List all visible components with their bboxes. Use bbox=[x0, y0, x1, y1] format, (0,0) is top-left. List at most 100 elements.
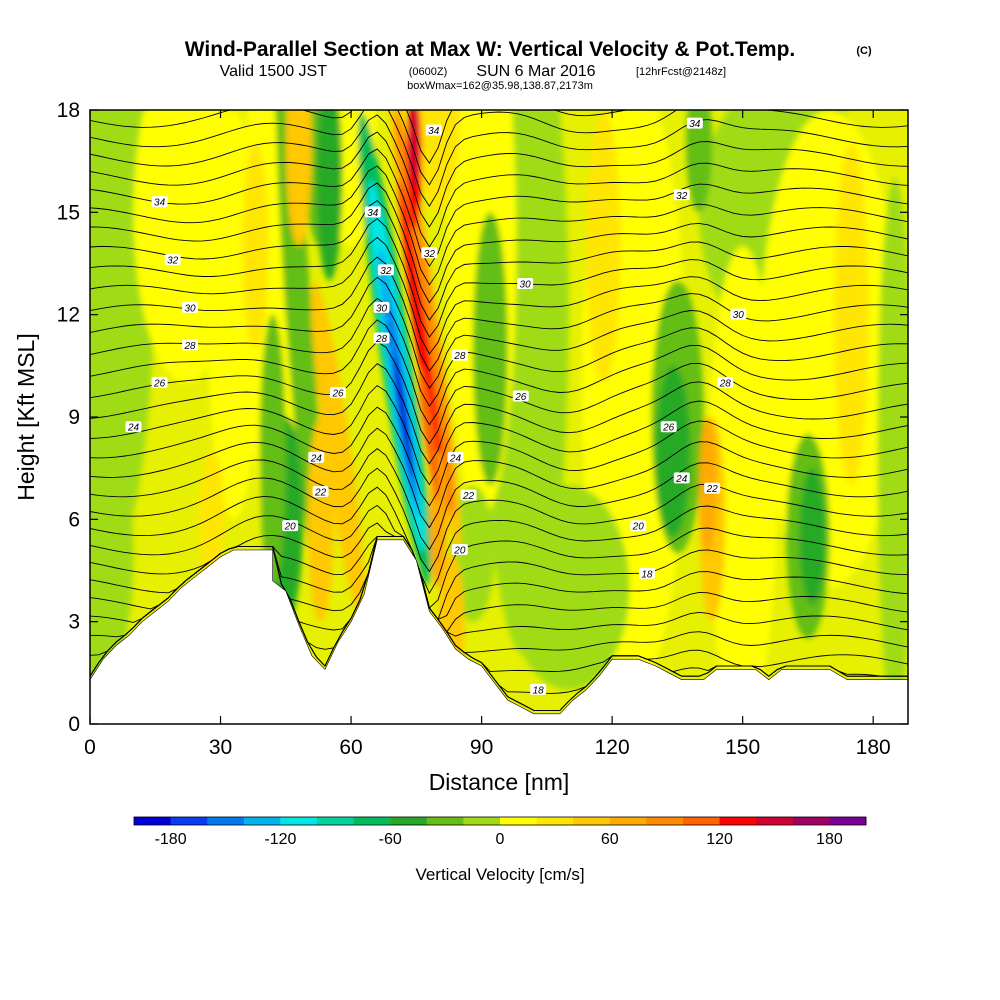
contour-label: 30 bbox=[730, 308, 747, 321]
isentrope-line bbox=[90, 114, 908, 228]
colorbar: -180 -120 -60 0 60 120 180 bbox=[133, 816, 867, 848]
y-tick-label: 0 bbox=[68, 713, 80, 736]
contour-label-text: 30 bbox=[733, 310, 745, 321]
colorbar-tick-label: 60 bbox=[601, 831, 619, 848]
x-tick-label: 150 bbox=[725, 736, 760, 759]
contour-label-text: 34 bbox=[428, 126, 440, 137]
colorbar-swatch bbox=[280, 817, 318, 825]
contour-label: 24 bbox=[125, 421, 142, 434]
contour-label: 26 bbox=[512, 390, 529, 403]
isentrope-line bbox=[90, 218, 908, 338]
isentrope-line bbox=[90, 467, 908, 573]
contour-label-text: 18 bbox=[641, 569, 653, 580]
isentrope-line bbox=[90, 341, 908, 445]
contour-label-text: 22 bbox=[314, 488, 327, 499]
contour-label: 30 bbox=[517, 277, 534, 290]
colorbar-swatch bbox=[683, 817, 721, 825]
contour-label: 26 bbox=[151, 376, 168, 389]
velocity-cell bbox=[507, 485, 630, 690]
colorbar-tick-label: 120 bbox=[706, 831, 733, 848]
chart-title: Wind-Parallel Section at Max W: Vertical… bbox=[185, 38, 796, 61]
velocity-cell bbox=[394, 356, 413, 478]
colorbar-swatch bbox=[463, 817, 501, 825]
isentrope-line bbox=[90, 363, 908, 465]
colorbar-tick-label: 0 bbox=[496, 831, 505, 848]
colorbar-frame bbox=[133, 816, 867, 826]
isentrope-line bbox=[90, 522, 908, 621]
valid-date: SUN 6 Mar 2016 bbox=[476, 63, 595, 80]
contour-label: 32 bbox=[377, 264, 394, 277]
isentrope-line bbox=[90, 165, 908, 286]
contour-label: 22 bbox=[460, 489, 477, 502]
valid-time-utc: (0600Z) bbox=[409, 66, 448, 78]
contour-label: 28 bbox=[451, 349, 468, 362]
colorbar-swatch bbox=[536, 817, 574, 825]
velocity-cell bbox=[316, 110, 343, 281]
velocity-cell bbox=[416, 110, 460, 213]
x-axis-label: Distance [nm] bbox=[429, 769, 570, 795]
velocity-cell bbox=[707, 246, 778, 724]
colorbar-swatch bbox=[243, 817, 281, 825]
vertical-velocity-field bbox=[90, 110, 908, 724]
contour-label: 20 bbox=[630, 520, 647, 533]
contour-label: 34 bbox=[425, 124, 442, 137]
colorbar-tick-label: -60 bbox=[379, 831, 402, 848]
contour-label-text: 28 bbox=[719, 378, 732, 389]
contour-label-text: 24 bbox=[127, 423, 140, 434]
box-info: boxWmax=162@35.98,138.87,2173m bbox=[407, 80, 593, 92]
colorbar-swatch bbox=[646, 817, 684, 825]
contour-label: 18 bbox=[530, 683, 547, 696]
velocity-cell bbox=[586, 110, 621, 383]
velocity-cell bbox=[90, 417, 134, 690]
isentrope-line bbox=[90, 182, 908, 304]
contour-label: 24 bbox=[447, 451, 464, 464]
colorbar-swatch bbox=[756, 817, 794, 825]
contour-label-text: 34 bbox=[689, 119, 701, 130]
contour-label-text: 18 bbox=[533, 685, 545, 696]
x-axis: 0 30 60 90 120 150 180 bbox=[84, 110, 891, 759]
y-tick-label: 6 bbox=[68, 508, 80, 531]
colorbar-swatch bbox=[170, 817, 208, 825]
contour-label: 18 bbox=[638, 567, 655, 580]
contour-label: 32 bbox=[164, 254, 181, 267]
velocity-cell bbox=[285, 110, 312, 247]
contour-label: 30 bbox=[182, 301, 199, 314]
contour-label: 20 bbox=[282, 520, 299, 533]
contour-label-text: 20 bbox=[284, 522, 297, 533]
contour-label-text: 24 bbox=[675, 474, 688, 485]
contour-label: 26 bbox=[660, 421, 677, 434]
forecast-info: [12hrFcst@2148z] bbox=[636, 66, 726, 78]
potential-temperature-contours bbox=[90, 110, 908, 711]
y-axis-label: Height [Kft MSL] bbox=[13, 333, 39, 500]
contour-label: 28 bbox=[182, 339, 199, 352]
colorbar-swatch bbox=[500, 817, 538, 825]
contour-label: 34 bbox=[364, 206, 381, 219]
contour-label: 24 bbox=[308, 451, 325, 464]
y-tick-label: 9 bbox=[68, 406, 80, 429]
x-tick-label: 180 bbox=[856, 736, 891, 759]
isentrope-line bbox=[90, 276, 908, 390]
contour-label-text: 22 bbox=[462, 491, 475, 502]
contour-label: 30 bbox=[373, 301, 390, 314]
x-tick-label: 60 bbox=[339, 736, 362, 759]
colorbar-tick-label: 180 bbox=[816, 831, 843, 848]
contour-label-text: 28 bbox=[184, 341, 197, 352]
contour-label-text: 34 bbox=[154, 198, 166, 209]
colorbar-swatch bbox=[207, 817, 245, 825]
contour-label-text: 28 bbox=[453, 351, 466, 362]
colorbar-swatch bbox=[573, 817, 611, 825]
isentrope-line bbox=[90, 148, 908, 268]
contour-label: 20 bbox=[451, 544, 468, 557]
colorbar-label: Vertical Velocity [cm/s] bbox=[415, 865, 584, 884]
velocity-cell bbox=[408, 110, 420, 189]
contour-label-text: 26 bbox=[331, 389, 344, 400]
x-tick-label: 90 bbox=[470, 736, 493, 759]
velocity-cell bbox=[686, 110, 713, 213]
isentrope-line bbox=[90, 427, 908, 529]
contour-label-text: 30 bbox=[185, 303, 197, 314]
x-tick-label: 30 bbox=[209, 736, 232, 759]
colorbar-swatch bbox=[829, 817, 867, 825]
isentrope-line bbox=[90, 385, 908, 486]
contour-label-text: 32 bbox=[676, 191, 688, 202]
velocity-cell bbox=[472, 212, 508, 486]
